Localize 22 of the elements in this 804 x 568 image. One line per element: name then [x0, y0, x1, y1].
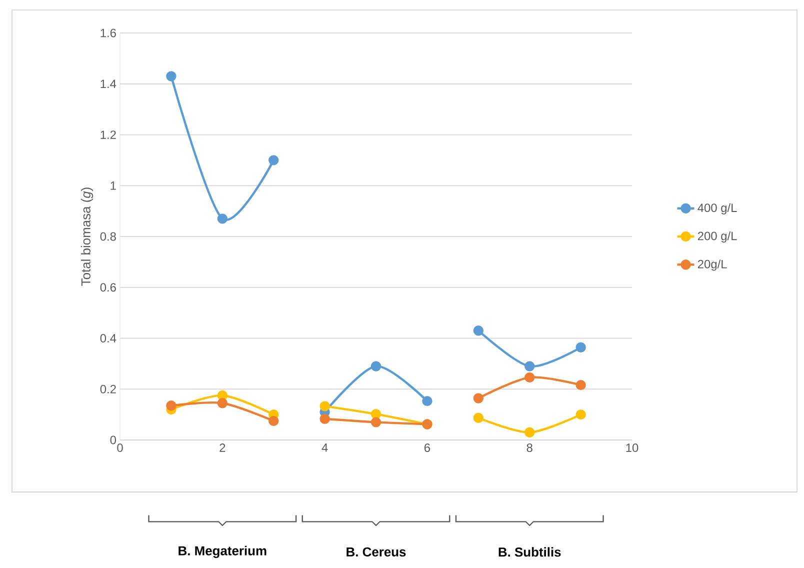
y-tick-label: 1.2 — [100, 130, 116, 139]
y-tick-label: 0.4 — [100, 334, 116, 342]
y-tick-label: 0.2 — [100, 384, 116, 394]
text: B. Cereus — [346, 547, 406, 557]
y-tick-label: 0.8 — [100, 232, 116, 241]
x-tick-label: 10 — [626, 444, 638, 452]
y-tick-label: 1.4 — [100, 80, 116, 88]
legend-label: 20g/L — [698, 260, 727, 271]
x-tick-label: 2 — [220, 444, 226, 452]
y-tick-label: 0.6 — [100, 283, 116, 292]
y-axis-title: Total biomasa (g) — [80, 188, 94, 286]
y-tick-label: 0 — [110, 436, 116, 444]
legend-label: 200 g/L — [698, 231, 737, 243]
y-tick-label: 1 — [110, 182, 116, 190]
text: B. Megaterium — [178, 546, 266, 558]
x-tick-label: 6 — [424, 444, 430, 452]
x-tick-label: 0 — [117, 444, 123, 452]
y-tick-label: 1.6 — [100, 28, 116, 38]
legend-label: 400 g/L — [698, 203, 737, 214]
x-tick-label: 4 — [322, 444, 328, 452]
text: B. Subtilis — [498, 547, 561, 557]
x-tick-label: 8 — [526, 444, 532, 452]
